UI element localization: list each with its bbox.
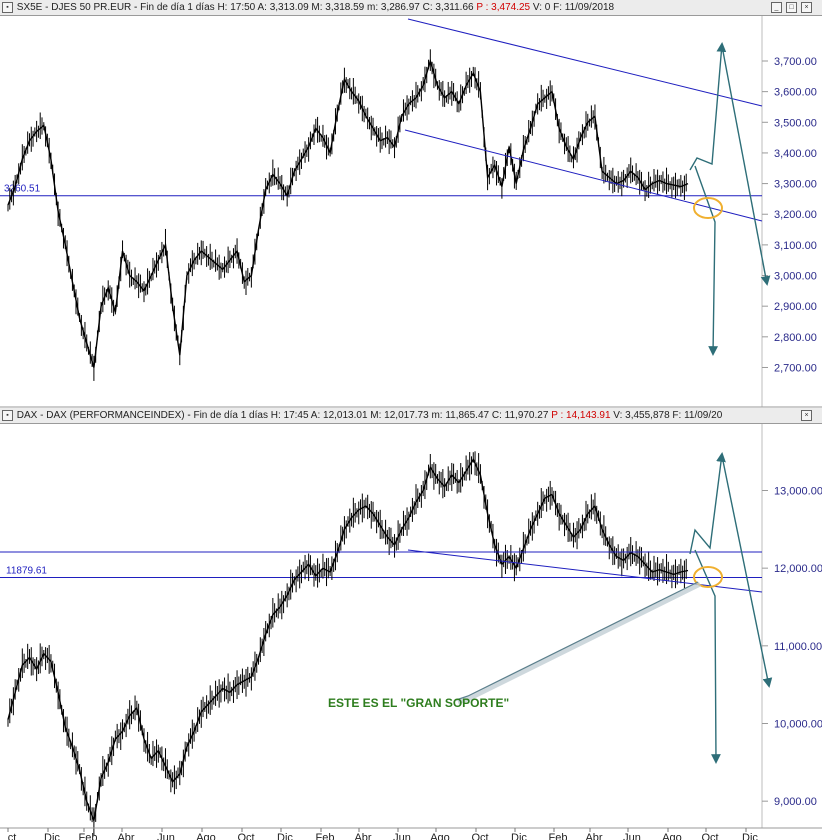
x-tick-label: Jun [157,832,175,840]
top-p: P : 3,474.25 [476,2,531,13]
bottom-v: V: 3,455,878 [613,410,670,421]
y-tick-label: 3,700.00 [774,56,817,68]
x-tick-label: Abr [354,832,371,840]
bottom-panel-close-icon[interactable]: × [801,410,812,421]
x-tick-label: Oct [471,832,488,840]
projection-arrow [721,455,773,688]
bottom-c: C: 11,970.27 [491,410,549,421]
support-annotation: ESTE ES EL "GRAN SOPORTE" [328,696,509,710]
y-tick-label: 13,000.00 [774,485,822,497]
x-tick-label: Dic [277,832,293,840]
x-tick-label: Oct [701,832,718,840]
support-circle [693,197,723,219]
y-tick-label: 3,100.00 [774,240,817,252]
x-tick-label: Feb [316,832,335,840]
bottom-panel-menu-icon[interactable]: ▪ [2,410,13,421]
bottom-chart-svg: 9,000.00 10,000.00 11,000.00 12,000.00 13,00… [0,424,822,840]
y-tick-label: 9,000.00 [774,796,817,808]
top-chart-svg: 2,700.00 2,800.00 2,900.00 3,000.00 3,100.00… [0,16,822,408]
top-panel-minimize-icon[interactable]: _ [771,2,782,13]
trend-line [407,549,763,593]
x-tick-label: Jun [623,832,641,840]
y-tick-label: 3,400.00 [774,148,817,160]
y-tick-label: 12,000.00 [774,563,822,575]
x-tick-label: Dic [511,832,527,840]
x-tick-label: Abr [117,832,134,840]
projection-arrow [689,452,726,555]
y-tick-label: 3,600.00 [774,87,817,99]
y-tick-label: 10,000.00 [774,718,822,730]
annotation-pointer-shadow [457,581,702,705]
bottom-h: H: 17:45 [270,410,309,421]
trend-line [407,18,763,107]
x-tick-label: Ago [196,832,216,840]
support-hline-label: 3260.51 [4,184,41,195]
top-period: Fin de día 1 días [140,2,215,13]
support-circle [693,566,723,588]
x-tick-label: Abr [585,832,602,840]
x-tick-label: ct [8,832,17,840]
bottom-symbol: DAX - DAX (PERFORMANCEINDEX) [16,410,185,421]
top-m: M: 3,318.59 [311,2,365,13]
projection-arrow [721,45,771,286]
x-tick-label: Oct [237,832,254,840]
x-tick-label: Ago [662,832,682,840]
projection-arrow [694,165,719,356]
annotation-pointer [455,581,699,701]
bottom-f: F: 11/09/20 [672,410,723,421]
y-tick-label: 3,200.00 [774,209,817,221]
x-tick-label: Dic [44,832,60,840]
top-f: F: 11/09/2018 [553,2,615,13]
y-tick-label: 2,700.00 [774,362,817,374]
top-v: V: 0 [532,2,551,13]
top-chart-header: SX5E - DJES 50 PR.EUR - Fin de día 1 día… [0,0,822,16]
top-symbol: SX5E - DJES 50 PR.EUR [16,2,132,13]
top-mi: m: 3,286.97 [367,2,420,13]
y-tick-label: 11,000.00 [774,641,822,653]
top-panel-menu-icon[interactable]: ▪ [2,2,13,13]
x-tick-label: Jun [393,832,411,840]
top-chart-panel: SX5E - DJES 50 PR.EUR - Fin de día 1 día… [0,0,822,408]
bottom-period: Fin de día 1 días [193,410,268,421]
bottom-chart-panel: DAX - DAX (PERFORMANCEINDEX) - Fin de dí… [0,408,822,840]
top-panel-maximize-icon[interactable]: □ [786,2,797,13]
projection-arrow [689,42,727,171]
bottom-m: M: 12,017.73 [370,410,429,421]
bottom-chart-header: DAX - DAX (PERFORMANCEINDEX) - Fin de dí… [0,408,822,424]
x-tick-label: Feb [79,832,98,840]
y-tick-label: 2,900.00 [774,301,817,313]
x-tick-label: Ago [430,832,450,840]
projection-arrow [694,549,721,764]
y-tick-label: 3,000.00 [774,271,817,283]
bottom-mi: m: 11,865.47 [431,410,490,421]
price-line [7,58,689,368]
y-tick-label: 2,800.00 [774,332,817,344]
y-tick-label: 3,500.00 [774,117,817,129]
top-c: C: 3,311.66 [422,2,474,13]
top-a: A: 3,313.09 [257,2,309,13]
trend-line [404,129,763,222]
top-panel-close-icon[interactable]: × [801,2,812,13]
support-hline-label: 11879.61 [6,566,47,577]
x-tick-label: Feb [549,832,568,840]
x-tick-label: Dic [742,832,758,840]
y-tick-label: 3,300.00 [774,179,817,191]
bottom-a: A: 12,013.01 [310,410,368,421]
bottom-p: P : 14,143.91 [551,410,611,421]
top-h: H: 17:50 [217,2,256,13]
